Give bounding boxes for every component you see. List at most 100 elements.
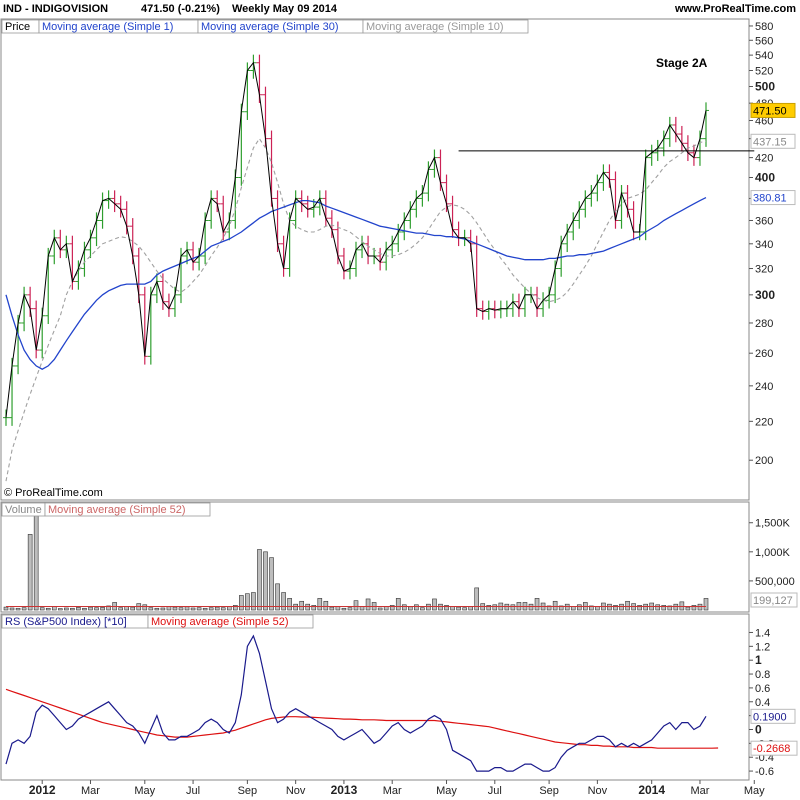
price-legend-item: Price <box>5 21 30 33</box>
volume-bar <box>124 606 129 611</box>
volume-bar <box>15 607 21 611</box>
volume-bar <box>697 603 703 611</box>
volume-bar <box>395 598 401 611</box>
volume-bar <box>214 606 220 611</box>
volume-bar <box>450 606 455 611</box>
volume-bar <box>462 607 467 611</box>
period-date: Weekly May 09 2014 <box>232 3 337 15</box>
volume-bar <box>299 600 304 611</box>
volume-bar <box>613 605 618 611</box>
volume-bar <box>359 606 365 611</box>
volume-bar <box>408 606 413 611</box>
volume-bar <box>154 607 160 611</box>
price-panel <box>0 18 750 501</box>
volume-bar <box>438 603 443 611</box>
volume-bar <box>184 606 190 611</box>
volume-legend-item: Volume <box>5 504 42 516</box>
volume-bar <box>643 603 648 611</box>
x-tick-label: Mar <box>81 785 100 797</box>
volume-bar <box>118 607 123 611</box>
volume-bar <box>558 605 564 611</box>
volume-last-badge <box>750 592 798 608</box>
volume-bar <box>619 603 624 611</box>
volume-bar <box>106 605 111 611</box>
rs-tick-label: 0.4 <box>755 697 770 709</box>
rs-tick-label: 0 <box>755 722 762 736</box>
rs-tick-label: 0.6 <box>755 683 770 695</box>
volume-bar <box>196 607 202 611</box>
x-tick-label: Mar <box>383 785 402 797</box>
volume-bar <box>552 600 558 611</box>
volume-bar <box>528 603 534 611</box>
x-tick-label: 2013 <box>331 783 358 797</box>
volume-tick-label: 1,500K <box>755 518 791 530</box>
volume-panel <box>0 501 750 613</box>
volume-legend-box <box>44 502 211 517</box>
volume-bar <box>564 603 570 611</box>
volume-bar <box>202 607 208 611</box>
site-url[interactable]: www.ProRealTime.com <box>674 3 796 15</box>
volume-bar <box>323 600 329 611</box>
volume-bar <box>383 606 389 611</box>
rs-line <box>5 634 707 772</box>
volume-bar <box>432 598 437 611</box>
rs-panel <box>0 613 750 781</box>
volume-bar <box>685 606 691 611</box>
price-tick-label: 580 <box>755 21 773 33</box>
price-tick-label: 360 <box>755 215 773 227</box>
price-legend-item: Moving average (Simple 1) <box>42 21 173 33</box>
volume-bar <box>426 603 431 611</box>
volume-bar <box>347 607 353 611</box>
symbol-title: IND - INDIGOVISION <box>3 3 109 15</box>
rs-tick-label: 0.8 <box>755 669 770 681</box>
price-tick-label: 560 <box>755 35 773 47</box>
volume-bar <box>76 607 81 611</box>
price-tick-label: 500 <box>755 80 775 94</box>
volume-bar <box>293 603 298 611</box>
volume-bar <box>311 605 317 611</box>
volume-bar <box>287 598 292 611</box>
x-tick-label: May <box>436 785 457 797</box>
volume-bar <box>33 513 39 611</box>
volume-bar <box>21 607 27 611</box>
volume-bar <box>64 607 69 611</box>
x-tick-label: 2012 <box>29 783 56 797</box>
volume-bar <box>39 607 45 611</box>
volume-bar <box>703 598 709 611</box>
price-tick-label: 420 <box>755 153 773 165</box>
x-tick-label: Sep <box>539 785 559 797</box>
x-tick-label: May <box>744 785 765 797</box>
x-tick-label: May <box>134 785 155 797</box>
price-tick-label: 460 <box>755 116 773 128</box>
x-tick-label: Jul <box>186 785 200 797</box>
x-tick-label: Sep <box>238 785 258 797</box>
price-tick-label: 220 <box>755 416 773 428</box>
volume-bar <box>486 605 492 611</box>
price-tick-label: 200 <box>755 455 773 467</box>
price-tick-label: 540 <box>755 50 773 62</box>
volume-bar <box>27 534 33 611</box>
volume-bar <box>444 605 449 611</box>
rs-tick-label: 1.4 <box>755 627 770 639</box>
ma30-last-badge-label: 380.81 <box>753 193 787 205</box>
volume-bar <box>377 607 383 611</box>
volume-bar <box>353 600 359 611</box>
volume-bar <box>679 601 685 611</box>
volume-bar <box>233 605 238 611</box>
volume-bar <box>100 607 105 611</box>
volume-bar <box>220 607 226 611</box>
price-tick-label: 260 <box>755 348 773 360</box>
volume-bar <box>130 606 136 611</box>
rs-legend-item: Moving average (Simple 52) <box>151 616 289 628</box>
stage-annotation: Stage 2A <box>656 56 708 70</box>
volume-bar <box>275 583 280 611</box>
volume-bar <box>3 606 9 611</box>
volume-bar <box>607 603 612 611</box>
volume-bar <box>82 607 87 611</box>
x-tick-label: Mar <box>690 785 709 797</box>
volume-bar <box>667 605 673 611</box>
volume-bar <box>570 606 576 611</box>
volume-bar <box>546 605 552 611</box>
volume-bar <box>661 605 667 611</box>
volume-bar <box>88 606 93 611</box>
